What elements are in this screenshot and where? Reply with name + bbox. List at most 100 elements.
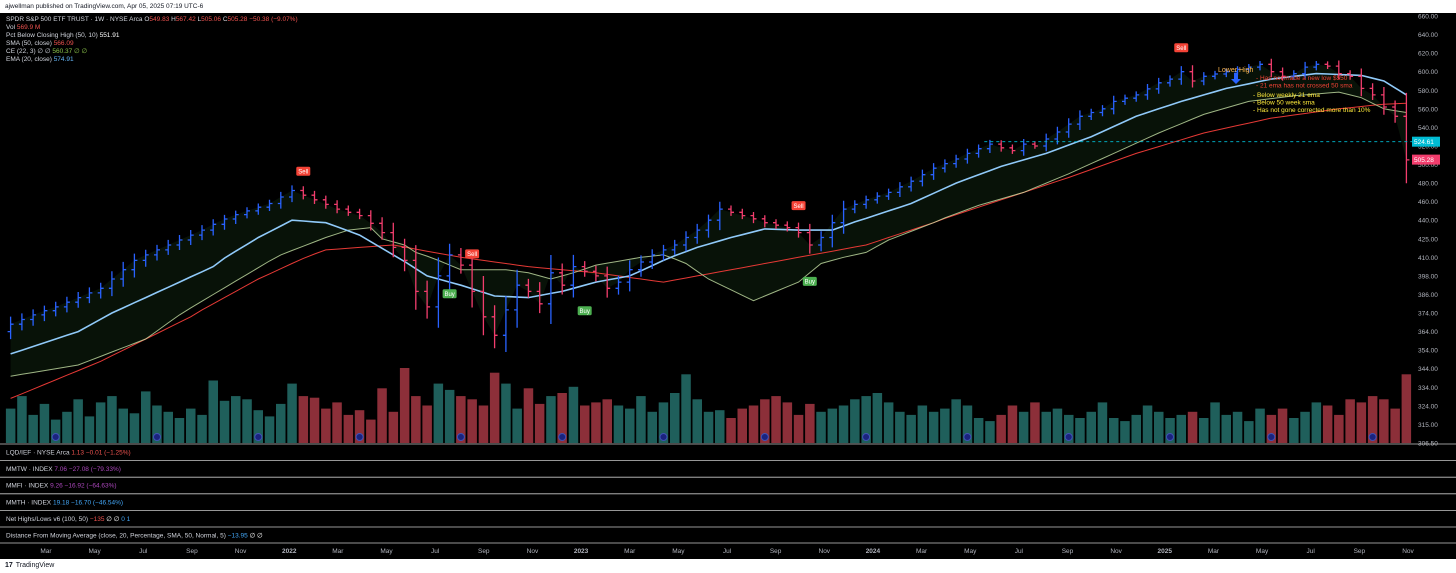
volume-bar <box>95 402 106 443</box>
price-bar <box>626 260 633 292</box>
volume-bar <box>1086 411 1096 444</box>
publisher-bar: ajwellman published on TradingView.com, … <box>0 0 1456 13</box>
price-bar <box>1268 58 1275 78</box>
volume-bar <box>861 396 871 443</box>
price-bar <box>604 266 611 298</box>
price-bar <box>908 176 915 192</box>
volume-bar <box>973 418 984 443</box>
price-bar <box>851 200 858 214</box>
volume-bar <box>444 389 455 443</box>
price-bar <box>1020 139 1027 156</box>
sma-50-line <box>10 102 1407 399</box>
price-bar <box>874 192 881 204</box>
volume-bar <box>827 408 838 443</box>
legend-row: EMA (20, close) 574.91 <box>6 56 74 63</box>
price-bar <box>1212 70 1218 80</box>
price-tick-label: 540.00 <box>1418 125 1438 132</box>
price-tick-label: 334.00 <box>1418 385 1438 392</box>
pane-legend: MMTW · INDEX 7.06 −27.08 (−79.33%) <box>6 466 121 473</box>
price-bar <box>818 231 825 252</box>
price-tick-label: 660.00 <box>1418 14 1438 21</box>
dividend-marker <box>760 433 769 441</box>
volume-bar <box>28 414 38 443</box>
price-bar <box>863 195 870 209</box>
volume-bar <box>1030 402 1040 443</box>
price-bar <box>86 287 93 304</box>
time-tick-label: Jul <box>1015 548 1024 555</box>
time-tick-label: Nov <box>235 548 247 555</box>
volume-bar <box>73 399 83 444</box>
time-tick-label: Sep <box>1062 548 1074 555</box>
volume-bar <box>1109 418 1119 443</box>
price-bar <box>289 185 295 203</box>
price-bar <box>424 280 431 319</box>
price-bar <box>210 219 217 236</box>
price-bar <box>232 210 239 224</box>
chart-area[interactable]: Sell Buy Sell Buy Sell Buy Sell Lower High - Has… <box>0 13 1456 559</box>
signal-label: Sell <box>794 204 804 210</box>
volume-bar <box>343 414 354 443</box>
time-tick-label: 2022 <box>282 548 297 555</box>
price-bar <box>255 203 262 215</box>
price-bar <box>30 309 37 326</box>
price-bar <box>1031 141 1038 149</box>
volume-bar <box>1277 408 1288 443</box>
price-bar <box>514 269 521 328</box>
volume-bar <box>1390 408 1400 443</box>
price-bar <box>840 200 847 234</box>
price-tick-label: 500.00 <box>1418 162 1438 169</box>
volume-bar <box>152 405 162 443</box>
price-bar <box>896 182 903 197</box>
volume-bar <box>366 419 376 443</box>
time-tick-label: Jul <box>723 548 732 555</box>
volume-bar <box>962 405 973 443</box>
pane-legend: Distance From Moving Average (close, 20,… <box>6 533 263 540</box>
volume-bar <box>602 399 612 444</box>
price-bar <box>1290 70 1297 80</box>
volume-bar <box>1120 421 1130 443</box>
price-bar <box>356 208 363 220</box>
dividend-marker <box>862 433 871 441</box>
price-bar <box>491 305 498 349</box>
volume-bar <box>838 405 849 443</box>
price-bar <box>1302 61 1309 79</box>
price-bar <box>1369 83 1376 100</box>
legend-row: Vol 569.9 M <box>6 24 40 31</box>
published-line: ajwellman published on TradingView.com, … <box>5 3 204 10</box>
volume-bar <box>636 396 646 443</box>
volume-bar <box>1187 411 1198 444</box>
yellow-note: - Below weekly 21 ema <box>1253 92 1320 99</box>
dividend-marker <box>1166 433 1174 441</box>
volume-bar <box>231 396 241 443</box>
price-bar <box>829 214 836 248</box>
volume-bar <box>208 380 218 443</box>
price-bar <box>547 255 554 324</box>
time-tick-label: Nov <box>1110 548 1122 555</box>
volume-bar <box>321 408 331 443</box>
volume-bar <box>186 408 196 443</box>
time-tick-label: Mar <box>916 548 928 555</box>
price-bar <box>1043 133 1050 152</box>
price-bar <box>784 221 791 232</box>
time-tick-label: Jul <box>1307 548 1316 555</box>
sell-signal-badge <box>296 166 311 176</box>
volume-bar <box>681 374 691 444</box>
dividend-marker <box>1064 433 1073 441</box>
volume-bar <box>107 396 117 443</box>
volume-bar <box>715 410 725 443</box>
price-tick-label: 460.00 <box>1418 199 1438 206</box>
price-bar <box>694 223 701 244</box>
legend-row: SMA (50, close) 566.09 <box>6 40 74 47</box>
price-bar <box>795 222 802 238</box>
price-tick-label: 600.00 <box>1418 69 1438 76</box>
price-bar <box>131 253 138 278</box>
pane-legend: Net Highs/Lows v6 (100, 50) −135 ∅ ∅ 0 1 <box>6 516 131 523</box>
volume-bar <box>1289 418 1299 443</box>
volume-bar <box>489 372 500 443</box>
volume-bar <box>276 403 286 443</box>
volume-bar <box>298 396 309 443</box>
yellow-note: - Below 50 week sma <box>1253 100 1315 107</box>
volume-bar <box>613 405 624 443</box>
time-tick-label: May <box>1256 548 1269 555</box>
